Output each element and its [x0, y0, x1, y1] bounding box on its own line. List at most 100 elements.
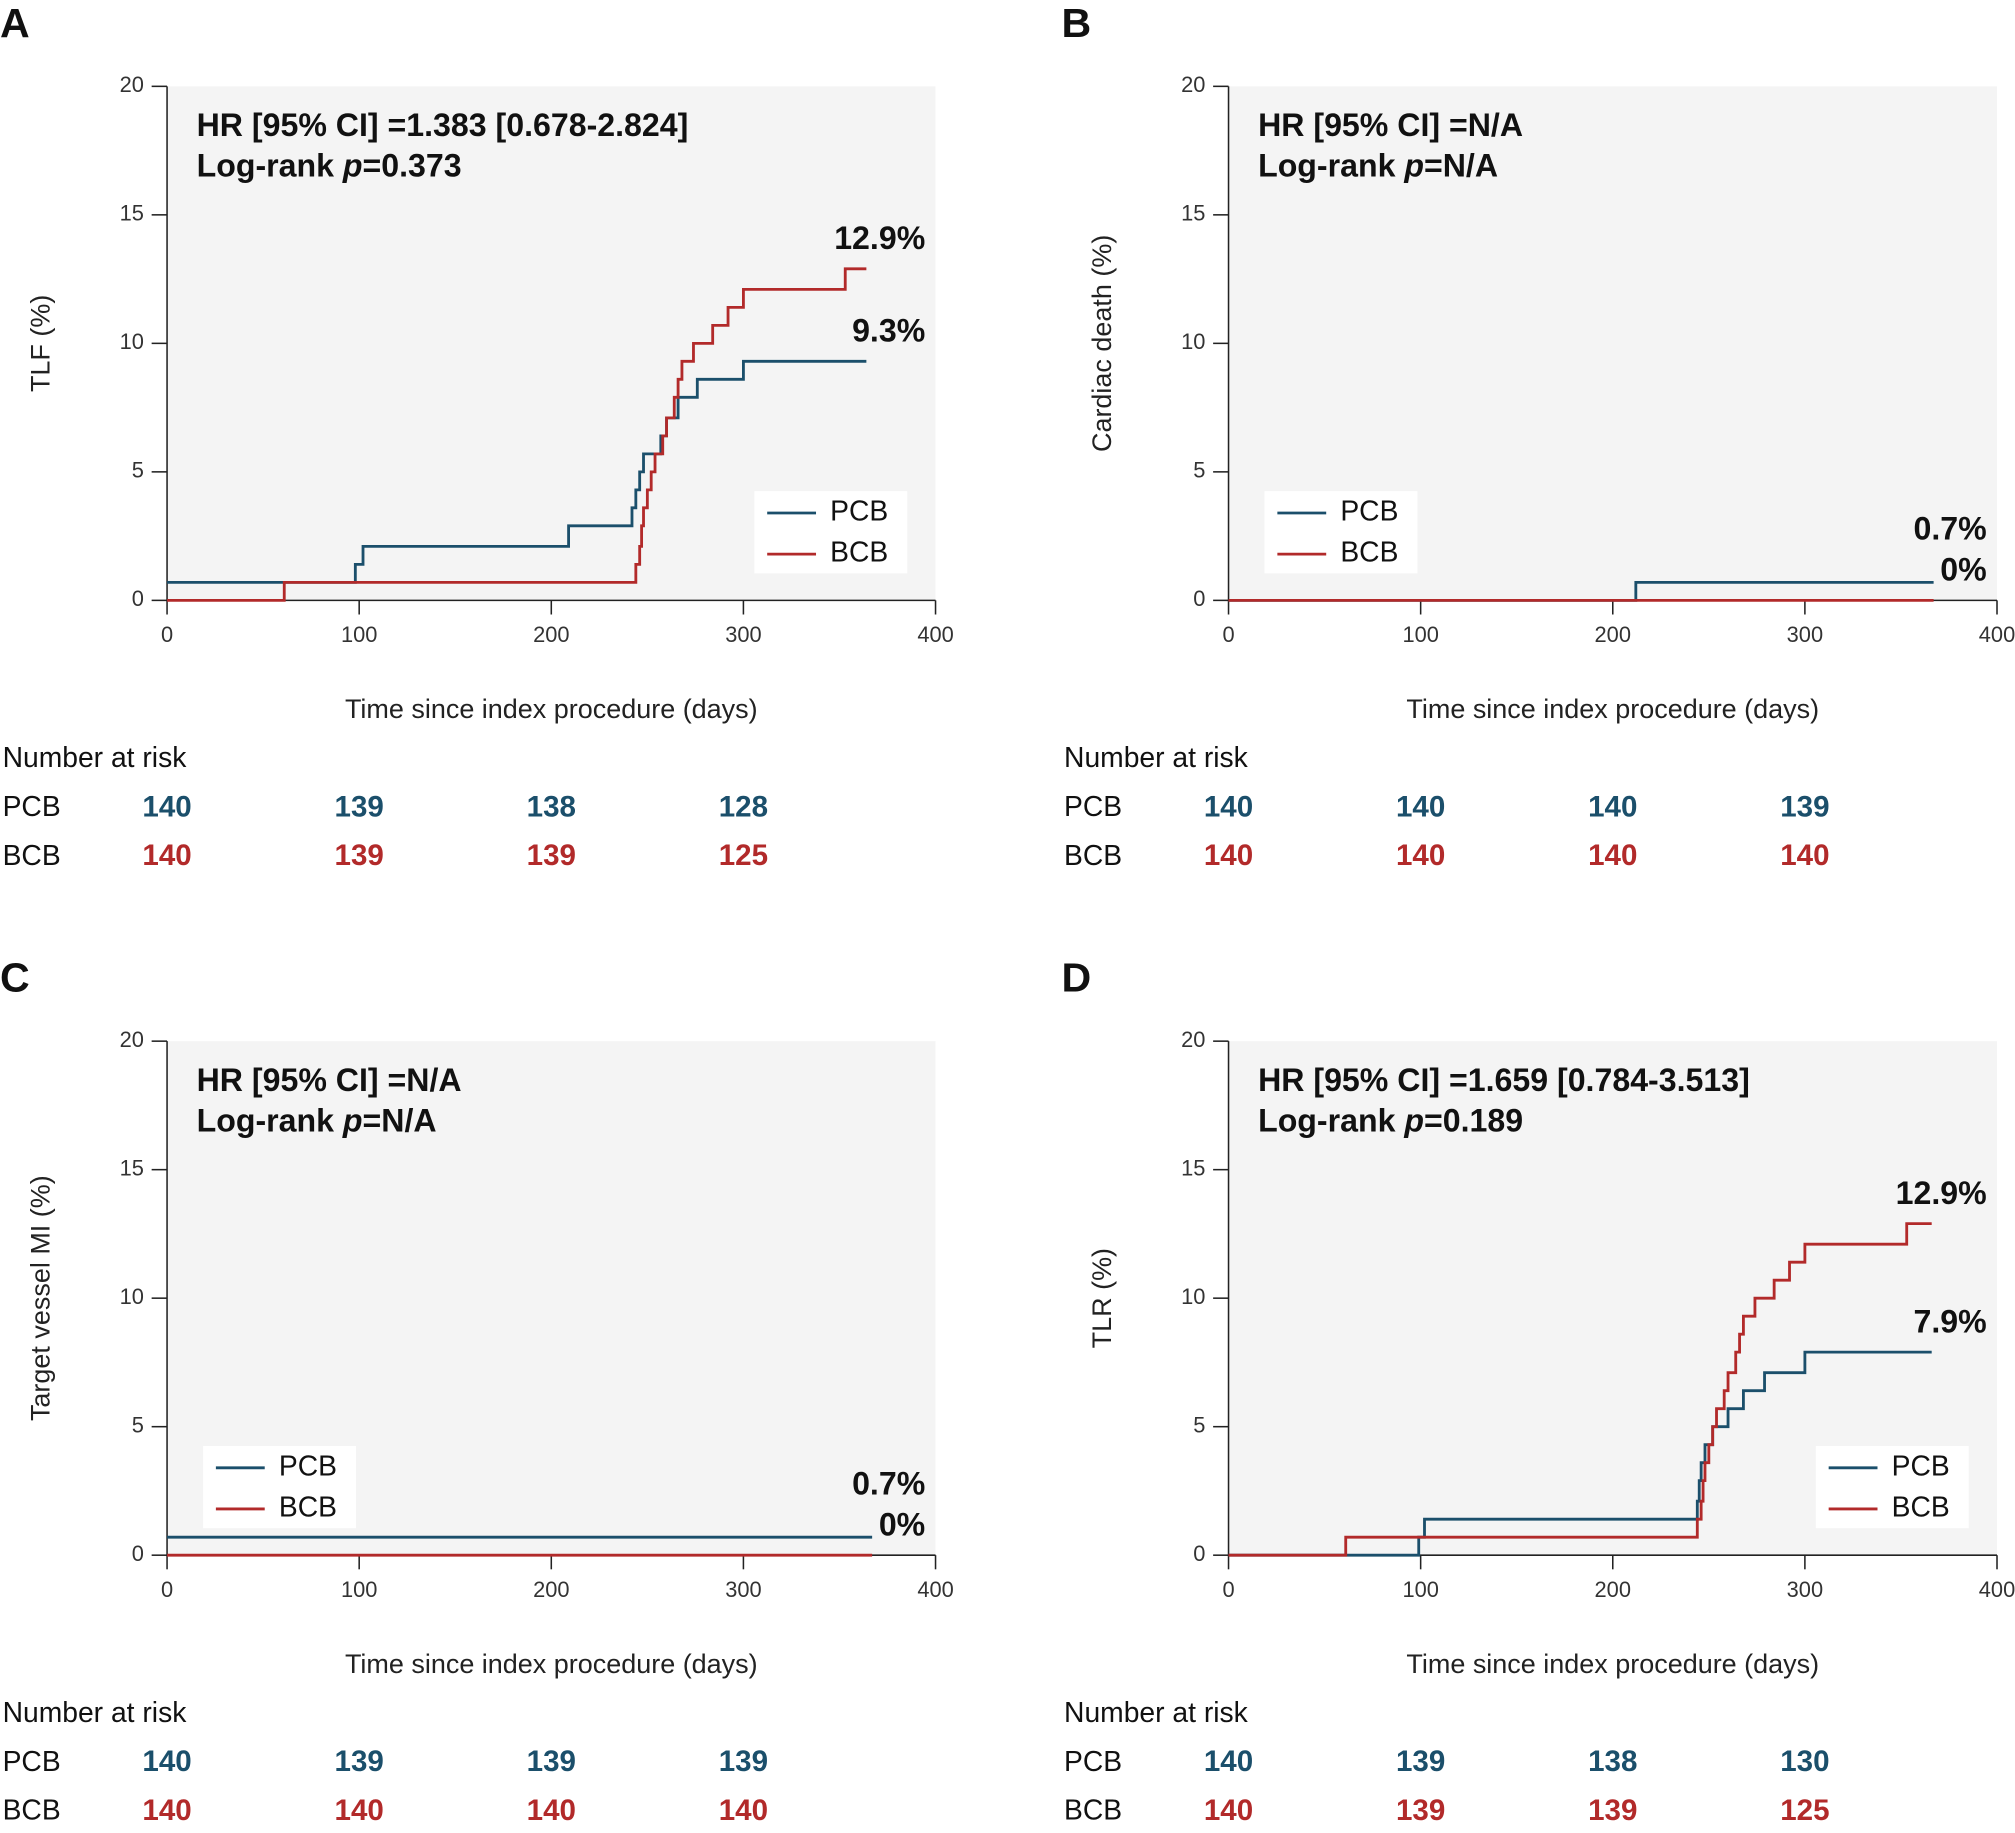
y-tick-label: 0: [1193, 1541, 1205, 1566]
x-tick-label: 0: [1222, 622, 1234, 647]
risk-count: 139: [1396, 1794, 1445, 1827]
x-tick-label: 300: [1787, 622, 1823, 647]
risk-row-label: PCB: [1064, 790, 1122, 822]
logrank-part: =0.373: [363, 148, 462, 184]
risk-count: 140: [1588, 839, 1637, 872]
legend-label: PCB: [1892, 1449, 1950, 1481]
logrank-part: p: [1403, 1103, 1424, 1139]
logrank-annotation: Log-rank p=0.373: [197, 148, 462, 184]
logrank-annotation: Log-rank p=N/A: [1258, 148, 1498, 184]
risk-count: 140: [1204, 790, 1253, 823]
end-label: 9.3%: [852, 313, 925, 349]
risk-count: 140: [527, 1794, 576, 1827]
end-label: 0%: [879, 1506, 925, 1542]
y-tick-label: 15: [1181, 201, 1205, 226]
risk-count: 138: [1588, 1745, 1637, 1778]
y-tick-label: 10: [120, 329, 144, 354]
logrank-part: Log-rank: [197, 148, 343, 184]
legend-label: BCB: [279, 1490, 337, 1522]
y-tick-label: 0: [1193, 586, 1205, 611]
x-tick-label: 0: [161, 622, 173, 647]
logrank-part: p: [1403, 148, 1424, 184]
y-tick-label: 20: [120, 72, 144, 97]
risk-count: 140: [142, 1794, 191, 1827]
risk-row-label: BCB: [1064, 839, 1122, 871]
risk-count: 138: [527, 790, 576, 823]
y-tick-label: 5: [1193, 1412, 1205, 1437]
risk-row-label: PCB: [1064, 1745, 1122, 1777]
y-tick-label: 20: [120, 1027, 144, 1052]
legend-box: [754, 491, 908, 574]
x-tick-label: 200: [533, 622, 569, 647]
logrank-annotation: Log-rank p=0.189: [1258, 1103, 1523, 1139]
y-tick-label: 10: [1181, 329, 1205, 354]
y-tick-label: 0: [132, 586, 144, 611]
risk-count: 140: [142, 1745, 191, 1778]
logrank-part: =N/A: [363, 1103, 437, 1139]
x-tick-label: 300: [725, 622, 761, 647]
end-label: 7.9%: [1914, 1303, 1987, 1339]
x-tick-label: 200: [533, 1577, 569, 1602]
end-label: 0.7%: [1914, 510, 1987, 546]
y-axis-title: Cardiac death (%): [1087, 235, 1117, 452]
panel-letter: D: [1061, 955, 1091, 1001]
y-tick-label: 5: [1193, 458, 1205, 483]
risk-count: 140: [1204, 1794, 1253, 1827]
risk-count: 139: [719, 1745, 768, 1778]
km-curve: [1228, 1222, 1932, 1557]
risk-count: 140: [1780, 839, 1829, 872]
logrank-part: p: [342, 148, 363, 184]
x-tick-label: 200: [1595, 622, 1631, 647]
risk-count: 140: [1588, 790, 1637, 823]
risk-title: Number at risk: [3, 741, 188, 773]
legend-box: [1264, 491, 1418, 574]
x-tick-label: 400: [1979, 622, 2015, 647]
y-tick-label: 5: [132, 1412, 144, 1437]
y-axis-title: TLR (%): [1087, 1248, 1117, 1348]
y-tick-label: 20: [1181, 1027, 1205, 1052]
legend-label: PCB: [830, 494, 888, 526]
x-tick-label: 100: [341, 1577, 377, 1602]
x-tick-label: 100: [341, 622, 377, 647]
x-tick-label: 400: [1979, 1577, 2015, 1602]
legend-label: BCB: [1892, 1490, 1950, 1522]
x-axis-title: Time since index procedure (days): [1406, 1649, 1819, 1679]
x-tick-label: 400: [917, 622, 953, 647]
y-axis-title: Target vessel MI (%): [26, 1175, 56, 1421]
risk-count: 139: [1780, 790, 1829, 823]
x-tick-label: 100: [1402, 622, 1438, 647]
risk-row-label: BCB: [3, 1794, 61, 1826]
panel-letter: A: [0, 0, 30, 46]
risk-count: 140: [142, 839, 191, 872]
risk-title: Number at risk: [1064, 741, 1249, 773]
y-axis-title: TLF (%): [26, 295, 56, 392]
risk-count: 140: [1396, 790, 1445, 823]
x-tick-label: 0: [161, 1577, 173, 1602]
risk-title: Number at risk: [3, 1696, 188, 1728]
y-tick-label: 15: [120, 1155, 144, 1180]
panel-letter: B: [1061, 0, 1091, 46]
risk-row-label: BCB: [1064, 1794, 1122, 1826]
x-axis-title: Time since index procedure (days): [1406, 694, 1819, 724]
logrank-part: Log-rank: [197, 1103, 343, 1139]
risk-count: 139: [335, 790, 384, 823]
risk-count: 140: [335, 1794, 384, 1827]
x-tick-label: 200: [1595, 1577, 1631, 1602]
logrank-annotation: Log-rank p=N/A: [197, 1103, 437, 1139]
km-curve: [167, 267, 867, 602]
km-curve: [167, 359, 867, 584]
y-tick-label: 15: [1181, 1155, 1205, 1180]
x-axis-title: Time since index procedure (days): [345, 694, 758, 724]
risk-count: 139: [527, 1745, 576, 1778]
y-tick-label: 0: [132, 1541, 144, 1566]
y-tick-label: 10: [1181, 1284, 1205, 1309]
legend-label: PCB: [279, 1449, 337, 1481]
x-tick-label: 300: [1787, 1577, 1823, 1602]
end-label: 12.9%: [1896, 1175, 1987, 1211]
risk-count: 139: [335, 1745, 384, 1778]
risk-count: 140: [1396, 839, 1445, 872]
risk-count: 139: [1396, 1745, 1445, 1778]
